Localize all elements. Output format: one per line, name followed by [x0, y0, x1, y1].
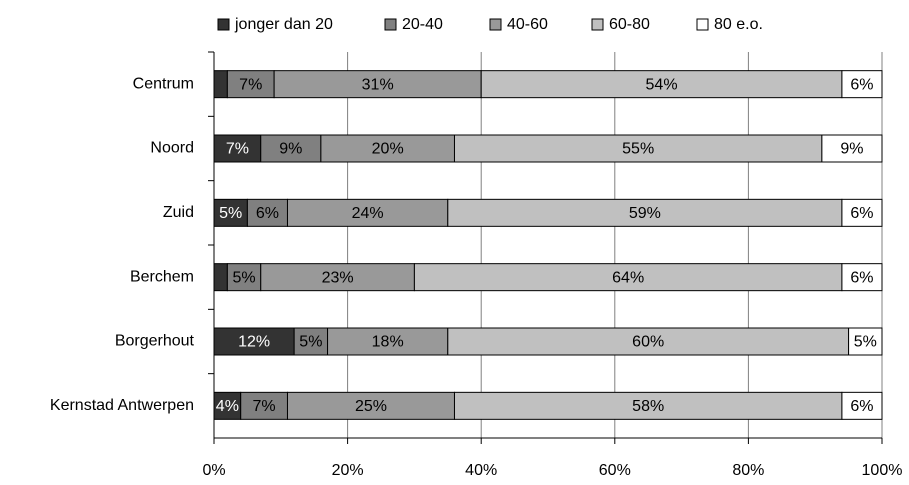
y-tick-label: Zuid [163, 204, 194, 221]
value-label: 7% [226, 141, 249, 158]
y-tick-label: Centrum [133, 75, 194, 92]
value-label: 6% [850, 269, 873, 286]
bar-segment [226, 70, 275, 99]
bar-segment [213, 134, 262, 163]
value-label: 5% [232, 269, 255, 286]
value-label: 5% [219, 205, 242, 222]
value-label: 24% [352, 205, 384, 222]
x-tick-label: 0% [202, 462, 225, 479]
bar-segment [841, 70, 883, 99]
value-label: 25% [355, 398, 387, 415]
bar-segment [246, 198, 288, 227]
legend-swatch [384, 18, 397, 31]
bar-segment [213, 198, 248, 227]
value-label: 58% [632, 398, 664, 415]
bar-segment [848, 327, 883, 356]
value-label: 60% [632, 334, 664, 351]
legend-swatch [591, 18, 604, 31]
value-label: 59% [629, 205, 661, 222]
legend-label: 20-40 [402, 16, 443, 33]
value-label: 6% [850, 76, 873, 93]
value-label: 64% [612, 269, 644, 286]
legend-label: 80 e.o. [714, 16, 763, 33]
bar-segment [260, 263, 415, 292]
legend-swatch [217, 18, 230, 31]
value-label: 12% [238, 334, 270, 351]
bar-segment [327, 327, 449, 356]
bar-segment [453, 391, 843, 420]
bar-segment [213, 263, 228, 292]
legend-label: 60-80 [609, 16, 650, 33]
x-tick-label: 40% [465, 462, 497, 479]
bar-segment [286, 391, 455, 420]
value-label: 31% [362, 76, 394, 93]
x-tick-label: 20% [332, 462, 364, 479]
value-label: 54% [646, 76, 678, 93]
bar-segment [480, 70, 843, 99]
bar-segment [320, 134, 455, 163]
bar-segment [841, 198, 883, 227]
legend-label: jonger dan 20 [234, 16, 333, 33]
bar-segment [240, 391, 288, 420]
x-tick-label: 80% [732, 462, 764, 479]
legend-label: 40-60 [507, 16, 548, 33]
y-tick-label: Kernstad Antwerpen [50, 397, 194, 414]
value-label: 7% [239, 76, 262, 93]
value-label: 6% [850, 398, 873, 415]
bar-segment [841, 263, 883, 292]
value-label: 4% [216, 398, 239, 415]
value-label: 20% [372, 141, 404, 158]
y-tick-label: Noord [150, 140, 194, 157]
bar-segment [821, 134, 883, 163]
x-tick-label: 60% [599, 462, 631, 479]
value-label: 55% [622, 141, 654, 158]
value-label: 9% [279, 141, 302, 158]
bar-segment [453, 134, 823, 163]
bar-segment [841, 391, 883, 420]
bar-segment [413, 263, 843, 292]
legend-swatch [489, 18, 502, 31]
y-tick-label: Borgerhout [115, 333, 195, 350]
bar-segment [260, 134, 322, 163]
value-label: 5% [854, 334, 877, 351]
value-label: 6% [256, 205, 279, 222]
value-label: 5% [299, 334, 322, 351]
value-label: 9% [840, 141, 863, 158]
bar-segment [226, 263, 262, 292]
x-tick-label: 100% [862, 462, 903, 479]
value-label: 6% [850, 205, 873, 222]
bar-segment [213, 70, 228, 99]
bar-segment [293, 327, 329, 356]
value-label: 23% [322, 269, 354, 286]
y-tick-label: Berchem [130, 268, 194, 285]
value-label: 18% [372, 334, 404, 351]
legend-swatch [696, 18, 709, 31]
value-label: 7% [253, 398, 276, 415]
